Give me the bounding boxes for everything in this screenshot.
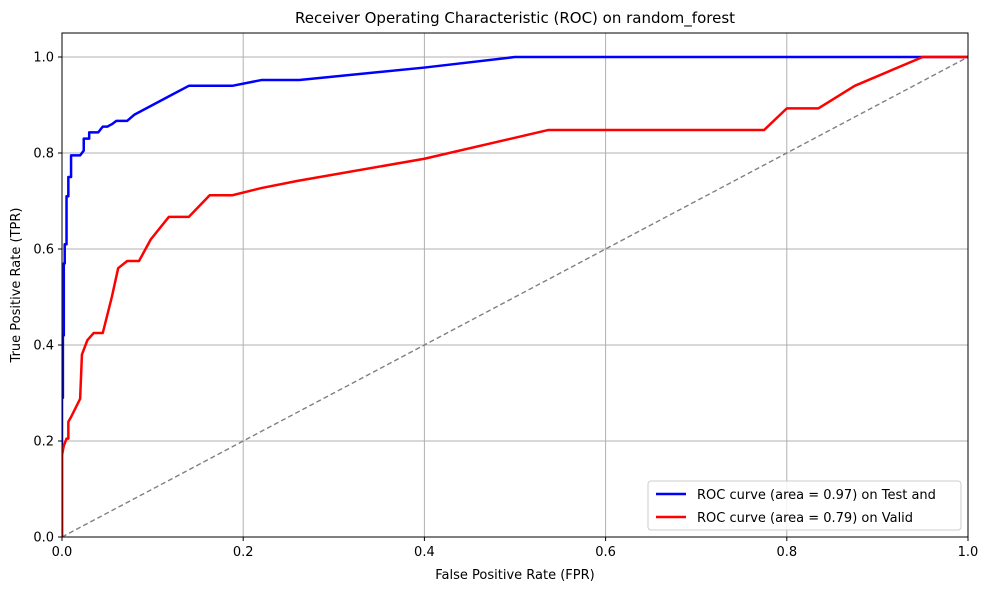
roc-series-line-0 (62, 55, 968, 537)
y-axis-label: True Positive Rate (TPR) (9, 208, 24, 364)
x-tick-label: 0.8 (776, 545, 797, 560)
legend-label-test: ROC curve (area = 0.97) on Test and (697, 488, 936, 503)
legend: ROC curve (area = 0.97) on Test and ROC … (647, 480, 962, 531)
legend-label-valid: ROC curve (area = 0.79) on Valid (697, 511, 913, 526)
chance-diagonal-line (62, 56, 968, 537)
tick-marks: 0.0 0.2 0.4 0.6 0.8 1.0 0.0 0.2 0.4 0.6 0.8 1.0 (33, 51, 978, 561)
x-tick-label: 0.0 (52, 545, 73, 560)
x-tick-label: 0.2 (233, 545, 254, 560)
grid-lines (61, 33, 969, 538)
roc-series-line-1 (62, 55, 968, 537)
y-tick-label: 0.6 (33, 243, 54, 258)
legend-box (647, 480, 962, 531)
x-tick-label: 0.4 (414, 545, 435, 560)
x-axis-label: False Positive Rate (FPR) (435, 568, 594, 583)
y-tick-label: 0.0 (33, 531, 54, 546)
y-tick-label: 0.2 (33, 435, 54, 450)
y-tick-label: 0.8 (33, 147, 54, 162)
y-tick-label: 0.4 (33, 339, 54, 354)
x-tick-label: 1.0 (958, 545, 979, 560)
series-lines (62, 55, 968, 537)
y-tick-label: 1.0 (33, 51, 54, 66)
x-tick-label: 0.6 (595, 545, 616, 560)
chart-title: Receiver Operating Characteristic (ROC) … (295, 9, 735, 28)
plot-frame (61, 32, 969, 538)
